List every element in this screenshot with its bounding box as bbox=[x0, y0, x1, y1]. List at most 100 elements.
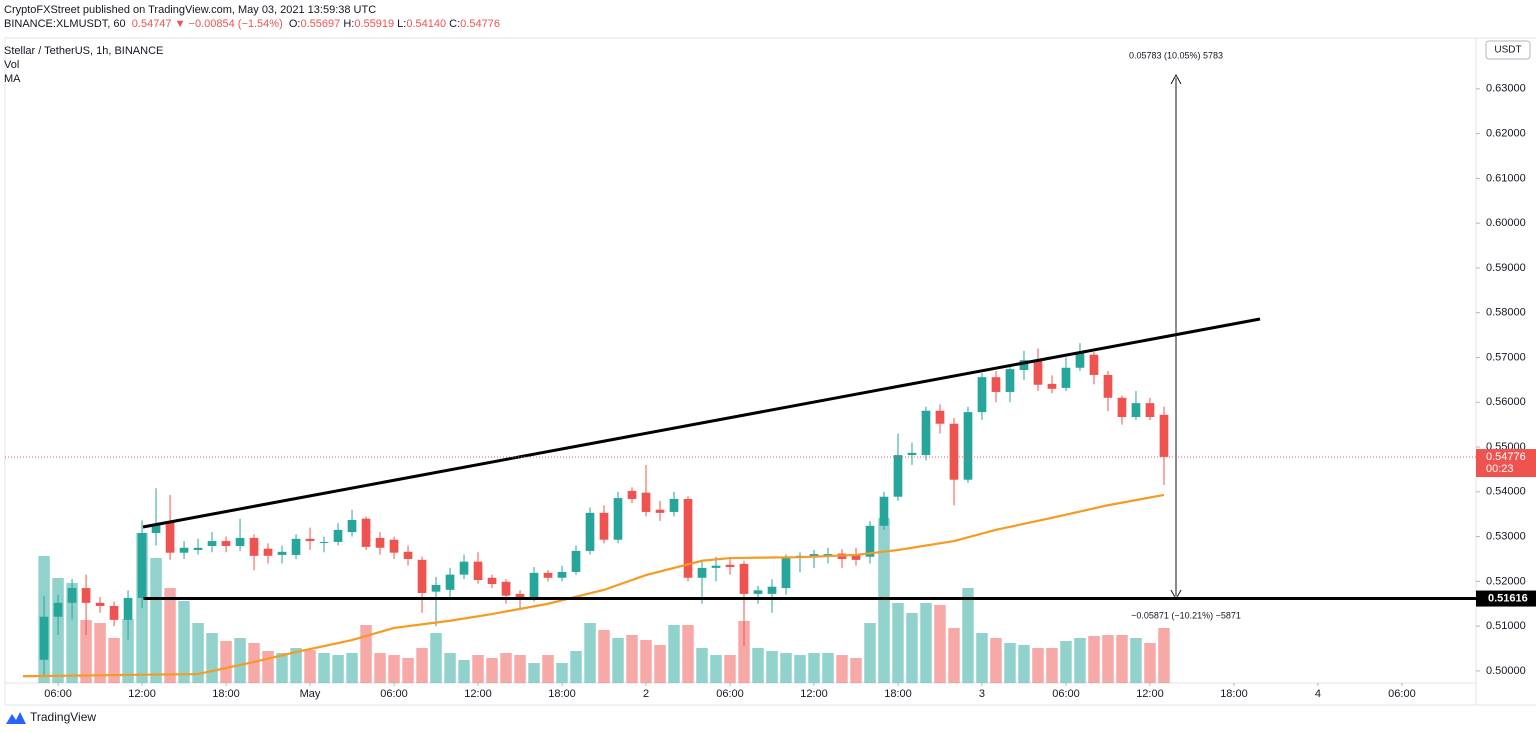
volume-bar bbox=[822, 653, 834, 683]
y-tick-label: 0.61000 bbox=[1486, 172, 1526, 184]
volume-bar bbox=[458, 660, 470, 683]
trend-line bbox=[142, 317, 1261, 529]
candle-body bbox=[501, 581, 511, 596]
x-tick-label: 4 bbox=[1315, 688, 1321, 700]
candle-body bbox=[1159, 414, 1169, 457]
y-tick-label: 0.57000 bbox=[1486, 351, 1526, 363]
volume-bar bbox=[430, 633, 442, 683]
candle-body bbox=[753, 590, 763, 594]
volume-bar bbox=[962, 588, 974, 683]
volume-bar bbox=[1032, 648, 1044, 683]
volume-bar bbox=[80, 620, 92, 683]
volume-bar bbox=[332, 655, 344, 683]
candle-body bbox=[515, 593, 525, 598]
volume-bar bbox=[1018, 645, 1030, 683]
candle-body bbox=[1131, 403, 1141, 418]
candle-body bbox=[641, 492, 651, 512]
ohlc-value: 0.54776 bbox=[460, 18, 500, 30]
measure-arrow bbox=[1170, 73, 1182, 85]
volume-bar bbox=[304, 650, 316, 683]
candle-body bbox=[165, 521, 175, 553]
volume-bar bbox=[934, 605, 946, 683]
volume-bar bbox=[1116, 635, 1128, 683]
publisher-line: CryptoFXStreet published on TradingView.… bbox=[4, 4, 377, 16]
volume-bar bbox=[486, 658, 498, 683]
candle-body bbox=[697, 567, 707, 578]
candle-body bbox=[123, 597, 133, 620]
candle-body bbox=[599, 512, 609, 540]
volume-bar bbox=[206, 633, 218, 683]
volume-bar bbox=[388, 655, 400, 683]
candle-body bbox=[1075, 352, 1085, 368]
legend-item[interactable]: MA bbox=[4, 73, 21, 85]
volume-bar bbox=[178, 601, 190, 683]
candle-body bbox=[767, 586, 777, 594]
volume-bar bbox=[570, 651, 582, 683]
candle-body bbox=[683, 498, 693, 578]
legend-item[interactable]: Vol bbox=[4, 59, 20, 71]
candle-body bbox=[39, 616, 49, 660]
candle-body bbox=[305, 538, 315, 542]
x-tick-label: 06:00 bbox=[380, 688, 408, 700]
currency-box[interactable] bbox=[1485, 40, 1531, 60]
volume-bar bbox=[360, 625, 372, 683]
candle-body bbox=[949, 423, 959, 480]
candle-body bbox=[627, 490, 637, 499]
y-tick-label: 0.51000 bbox=[1486, 620, 1526, 632]
legend-item[interactable]: Stellar / TetherUS, 1h, BINANCE bbox=[4, 45, 164, 57]
candle-body bbox=[193, 547, 203, 551]
candle-body bbox=[95, 602, 105, 606]
volume-bar bbox=[906, 613, 918, 683]
volume-bar bbox=[850, 658, 862, 683]
volume-bar bbox=[920, 603, 932, 683]
candle-body bbox=[375, 537, 385, 548]
y-tick-label: 0.53000 bbox=[1486, 530, 1526, 542]
candle-body bbox=[963, 412, 973, 480]
candle-body bbox=[389, 539, 399, 553]
currency-label: USDT bbox=[1494, 45, 1521, 56]
volume-bar bbox=[150, 558, 162, 683]
ohlc-label: H: bbox=[343, 18, 355, 30]
candle-body bbox=[725, 564, 735, 568]
volume-bar bbox=[710, 655, 722, 683]
candle-body bbox=[109, 605, 119, 620]
y-tick-label: 0.62000 bbox=[1486, 127, 1526, 139]
candle-body bbox=[781, 558, 791, 589]
volume-bar bbox=[122, 619, 134, 683]
volume-bar bbox=[780, 653, 792, 683]
volume-bar bbox=[1004, 643, 1016, 683]
volume-bar bbox=[66, 583, 78, 683]
candle-body bbox=[207, 541, 217, 546]
candle-body bbox=[1103, 374, 1113, 398]
ohlc-label: C: bbox=[449, 18, 461, 30]
support-label: 0.51616 bbox=[1488, 592, 1528, 604]
symbol-line: BINANCE:XLMUSDT, 60 0.54747 ▼ −0.00854 (… bbox=[4, 18, 500, 30]
candle-body bbox=[739, 563, 749, 594]
volume-bar bbox=[836, 655, 848, 683]
candle-body bbox=[361, 518, 371, 547]
candle-body bbox=[347, 520, 357, 533]
x-tick-label: 06:00 bbox=[1388, 688, 1416, 700]
volume-bar bbox=[402, 658, 414, 683]
x-tick-label: 3 bbox=[979, 688, 985, 700]
x-tick-label: 18:00 bbox=[212, 688, 240, 700]
volume-bar bbox=[528, 663, 540, 683]
candle-body bbox=[151, 524, 161, 533]
candle-body bbox=[277, 551, 287, 555]
volume-bar bbox=[374, 653, 386, 683]
volume-bar bbox=[1158, 628, 1170, 683]
logo-icon bbox=[6, 712, 26, 724]
candle-body bbox=[921, 410, 931, 456]
volume-bar bbox=[1088, 636, 1100, 683]
brand-label: TradingView bbox=[30, 710, 96, 724]
candle-body bbox=[613, 498, 623, 540]
candle-body bbox=[907, 452, 917, 456]
candle-body bbox=[809, 554, 819, 557]
candle-body bbox=[403, 551, 413, 559]
volume-bar bbox=[290, 648, 302, 683]
volume-bar bbox=[514, 655, 526, 683]
x-tick-label: 18:00 bbox=[884, 688, 912, 700]
x-tick-label: May bbox=[300, 688, 321, 700]
volume-bar bbox=[752, 648, 764, 683]
